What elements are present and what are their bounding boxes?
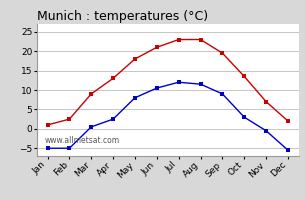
- Text: www.allmetsat.com: www.allmetsat.com: [45, 136, 120, 145]
- Text: Munich : temperatures (°C): Munich : temperatures (°C): [37, 10, 208, 23]
